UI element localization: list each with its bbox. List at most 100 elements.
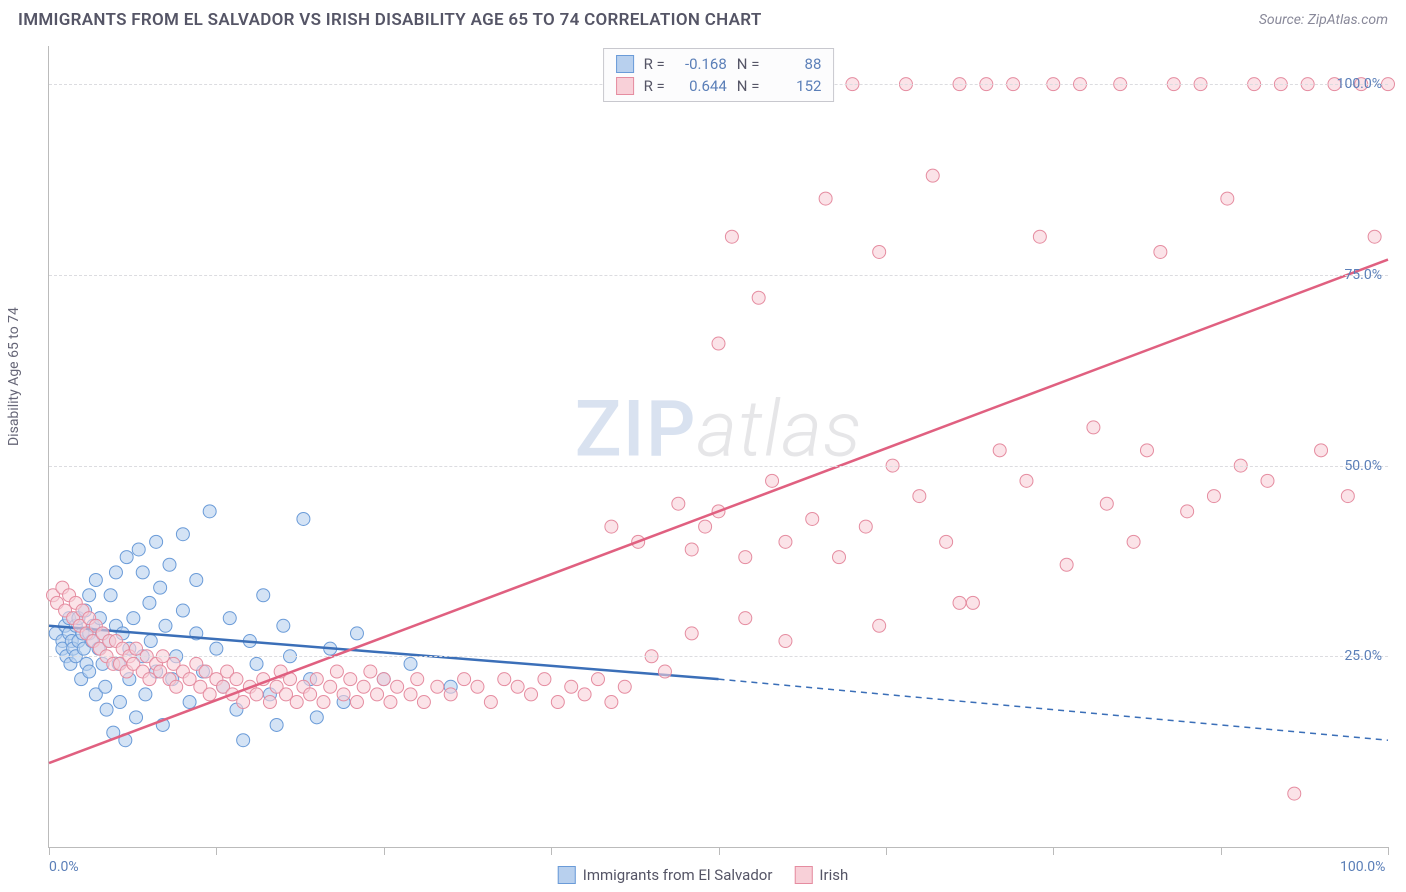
data-point-irish (926, 169, 939, 182)
series-legend: Immigrants from El Salvador Irish (558, 866, 849, 884)
swatch-irish (616, 77, 634, 95)
data-point-irish (1341, 490, 1354, 503)
data-point-irish (806, 512, 819, 525)
n-value-irish: 152 (769, 77, 821, 95)
data-point-el_salvador (250, 657, 263, 670)
data-point-irish (1154, 245, 1167, 258)
data-point-el_salvador (159, 619, 172, 632)
data-point-irish (263, 696, 276, 709)
data-point-irish (739, 612, 752, 625)
data-point-irish (317, 696, 330, 709)
y-tick-label: 75.0% (1344, 267, 1382, 283)
data-point-el_salvador (120, 551, 133, 564)
trend-line-dashed-el_salvador (719, 679, 1389, 740)
data-point-el_salvador (104, 589, 117, 602)
data-point-el_salvador (257, 589, 270, 602)
data-point-irish (1140, 444, 1153, 457)
data-point-irish (993, 444, 1006, 457)
legend-label-irish: Irish (819, 866, 848, 884)
data-point-irish (525, 688, 538, 701)
data-point-irish (237, 696, 250, 709)
legend-item-irish: Irish (794, 866, 848, 884)
data-point-irish (384, 696, 397, 709)
data-point-irish (1368, 230, 1381, 243)
data-point-irish (431, 680, 444, 693)
data-point-irish (444, 688, 457, 701)
data-point-el_salvador (139, 688, 152, 701)
data-point-irish (699, 520, 712, 533)
data-point-irish (357, 680, 370, 693)
data-point-irish (605, 520, 618, 533)
r-label: R = (644, 77, 665, 95)
data-point-irish (779, 535, 792, 548)
data-point-irish (752, 291, 765, 304)
data-point-irish (498, 673, 511, 686)
data-point-irish (471, 680, 484, 693)
source-attribution: Source: ZipAtlas.com (1259, 12, 1388, 28)
data-point-irish (966, 596, 979, 609)
data-point-el_salvador (237, 734, 250, 747)
data-point-irish (725, 230, 738, 243)
data-point-el_salvador (163, 558, 176, 571)
correlation-legend: R = -0.168 N = 88 R = 0.644 N = 152 (603, 48, 835, 102)
data-point-el_salvador (223, 612, 236, 625)
data-point-el_salvador (150, 535, 163, 548)
data-point-el_salvador (310, 711, 323, 724)
data-point-irish (458, 673, 471, 686)
r-label: R = (644, 55, 665, 73)
data-point-irish (1288, 787, 1301, 800)
data-point-irish (203, 688, 216, 701)
data-point-irish (170, 680, 183, 693)
scatter-plot-svg (49, 46, 1388, 847)
data-point-irish (1261, 474, 1274, 487)
data-point-el_salvador (404, 657, 417, 670)
data-point-irish (913, 490, 926, 503)
data-point-irish (404, 688, 417, 701)
data-point-irish (511, 680, 524, 693)
data-point-irish (417, 696, 430, 709)
legend-row-irish: R = 0.644 N = 152 (616, 75, 822, 97)
data-point-irish (873, 619, 886, 632)
data-point-el_salvador (130, 711, 143, 724)
data-point-el_salvador (190, 574, 203, 587)
data-point-irish (377, 673, 390, 686)
data-point-irish (859, 520, 872, 533)
data-point-irish (658, 665, 671, 678)
data-point-el_salvador (143, 596, 156, 609)
swatch-irish (794, 866, 812, 884)
data-point-irish (739, 551, 752, 564)
data-point-el_salvador (83, 665, 96, 678)
data-point-irish (1087, 421, 1100, 434)
data-point-el_salvador (270, 718, 283, 731)
data-point-irish (330, 665, 343, 678)
data-point-el_salvador (183, 696, 196, 709)
data-point-el_salvador (136, 566, 149, 579)
data-point-irish (605, 696, 618, 709)
n-label: N = (737, 55, 760, 73)
data-point-irish (618, 680, 631, 693)
data-point-irish (1207, 490, 1220, 503)
y-tick-label: 50.0% (1344, 458, 1382, 474)
data-point-irish (411, 673, 424, 686)
data-point-el_salvador (83, 589, 96, 602)
data-point-irish (344, 673, 357, 686)
data-point-el_salvador (210, 642, 223, 655)
data-point-irish (819, 192, 832, 205)
legend-item-el-salvador: Immigrants from El Salvador (558, 866, 773, 884)
data-point-irish (364, 665, 377, 678)
swatch-el-salvador (558, 866, 576, 884)
data-point-el_salvador (113, 696, 126, 709)
data-point-irish (940, 535, 953, 548)
data-point-irish (766, 474, 779, 487)
data-point-irish (833, 551, 846, 564)
y-axis-label: Disability Age 65 to 74 (6, 307, 22, 446)
data-point-el_salvador (176, 604, 189, 617)
data-point-irish (1181, 505, 1194, 518)
data-point-irish (1100, 497, 1113, 510)
data-point-irish (685, 543, 698, 556)
data-point-irish (591, 673, 604, 686)
data-point-irish (672, 497, 685, 510)
data-point-el_salvador (100, 703, 113, 716)
chart-title: IMMIGRANTS FROM EL SALVADOR VS IRISH DIS… (18, 10, 762, 30)
data-point-el_salvador (127, 612, 140, 625)
